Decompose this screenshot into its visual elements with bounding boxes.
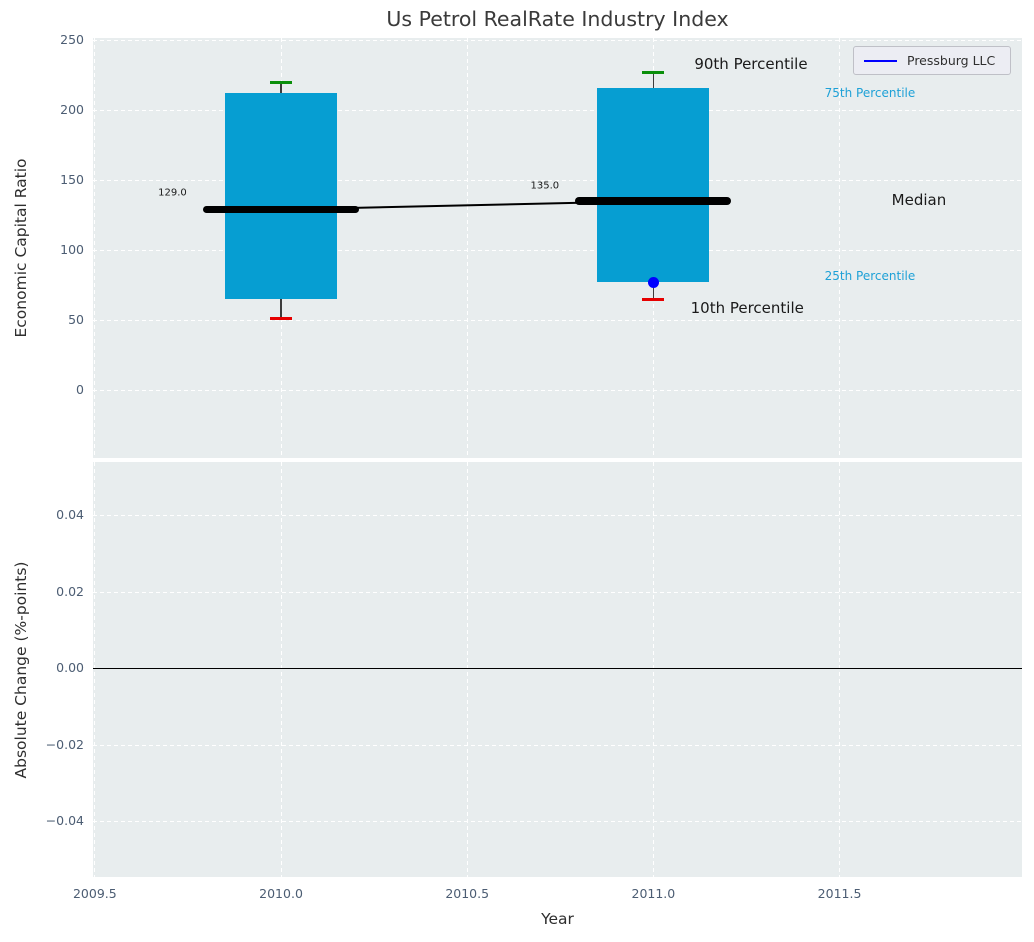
y-tick-label: 0.02 bbox=[56, 583, 84, 599]
y-tick-label: 0.04 bbox=[56, 507, 84, 523]
x-tick-label: 2011.5 bbox=[817, 886, 862, 901]
y-gridline bbox=[93, 249, 1022, 251]
median-line bbox=[203, 205, 360, 214]
y-tick-label: 50 bbox=[68, 311, 84, 327]
y-gridline bbox=[93, 515, 1022, 517]
whisker-cap-10th bbox=[642, 297, 665, 301]
whisker-cap-10th bbox=[270, 317, 293, 321]
percentile-box bbox=[597, 87, 710, 283]
y-tick-label: 150 bbox=[60, 171, 84, 187]
y-gridline bbox=[93, 39, 1022, 41]
x-gridline bbox=[94, 38, 96, 458]
x-tick-label: 2009.5 bbox=[72, 886, 117, 901]
legend-label: Pressburg LLC bbox=[907, 53, 996, 68]
chart-title: Us Petrol RealRate Industry Index bbox=[386, 7, 729, 31]
annotation: 135.0 bbox=[530, 180, 560, 192]
whisker-cap-90th bbox=[642, 70, 665, 74]
legend: Pressburg LLC bbox=[853, 46, 1011, 75]
y-gridline bbox=[93, 319, 1022, 321]
x-gridline bbox=[839, 38, 841, 458]
annotation: Median bbox=[891, 191, 947, 210]
annotation: 129.0 bbox=[158, 187, 187, 199]
x-gridline bbox=[839, 462, 841, 877]
percentile-box bbox=[225, 93, 337, 300]
median-line bbox=[575, 197, 732, 205]
y-tick-label: 200 bbox=[60, 101, 84, 117]
y-gridline bbox=[93, 179, 1022, 181]
x-gridline bbox=[466, 38, 468, 458]
x-axis-label: Year bbox=[541, 910, 574, 928]
y-gridline bbox=[93, 389, 1022, 391]
x-gridline bbox=[466, 462, 468, 877]
annotation: 25th Percentile bbox=[824, 269, 916, 283]
x-gridline bbox=[652, 462, 654, 877]
annotation: 10th Percentile bbox=[690, 298, 804, 317]
annotation: 75th Percentile bbox=[824, 86, 916, 101]
y-gridline bbox=[93, 744, 1022, 746]
whisker-cap-90th bbox=[270, 80, 293, 84]
x-gridline bbox=[280, 462, 282, 877]
y-tick-label: 100 bbox=[60, 241, 84, 257]
y-tick-label: 0 bbox=[76, 381, 84, 397]
y-tick-label: 250 bbox=[60, 31, 84, 47]
x-gridline bbox=[94, 462, 96, 877]
company-point bbox=[647, 276, 659, 288]
y-tick-label: 0.00 bbox=[56, 660, 84, 676]
y-tick-label: −0.02 bbox=[45, 736, 84, 752]
y-tick-label: −0.04 bbox=[45, 813, 84, 829]
bottom-axes-background bbox=[93, 462, 1022, 877]
legend-line-swatch bbox=[864, 59, 897, 62]
x-tick-label: 2011.0 bbox=[631, 886, 676, 901]
x-tick-label: 2010.0 bbox=[259, 886, 303, 901]
x-tick-label: 2010.5 bbox=[445, 886, 490, 901]
y-gridline bbox=[93, 821, 1022, 823]
zero-line bbox=[93, 667, 1022, 670]
y-gridline bbox=[93, 591, 1022, 593]
annotation: 90th Percentile bbox=[694, 54, 808, 73]
y-gridline bbox=[93, 109, 1022, 111]
